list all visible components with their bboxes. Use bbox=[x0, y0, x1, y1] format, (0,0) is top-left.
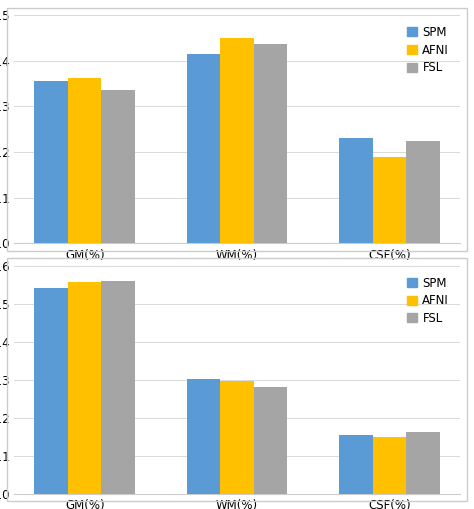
Bar bbox=[35, 288, 68, 494]
Bar bbox=[373, 157, 406, 243]
Legend: SPM, AFNI, FSL: SPM, AFNI, FSL bbox=[402, 21, 454, 79]
Bar bbox=[339, 435, 373, 494]
Bar bbox=[254, 387, 287, 494]
Bar bbox=[220, 381, 254, 494]
Bar bbox=[339, 138, 373, 243]
Legend: SPM, AFNI, FSL: SPM, AFNI, FSL bbox=[402, 272, 454, 330]
Bar bbox=[68, 78, 101, 243]
Bar bbox=[35, 81, 68, 243]
Bar bbox=[406, 432, 439, 494]
Bar bbox=[373, 437, 406, 494]
X-axis label: TCGA-LGG: TCGA-LGG bbox=[201, 269, 273, 282]
Bar bbox=[187, 379, 220, 494]
Bar bbox=[254, 44, 287, 243]
Bar bbox=[187, 54, 220, 243]
Bar bbox=[101, 91, 135, 243]
Bar bbox=[101, 281, 135, 494]
Bar bbox=[68, 282, 101, 494]
Bar bbox=[220, 38, 254, 243]
Bar bbox=[406, 140, 439, 243]
